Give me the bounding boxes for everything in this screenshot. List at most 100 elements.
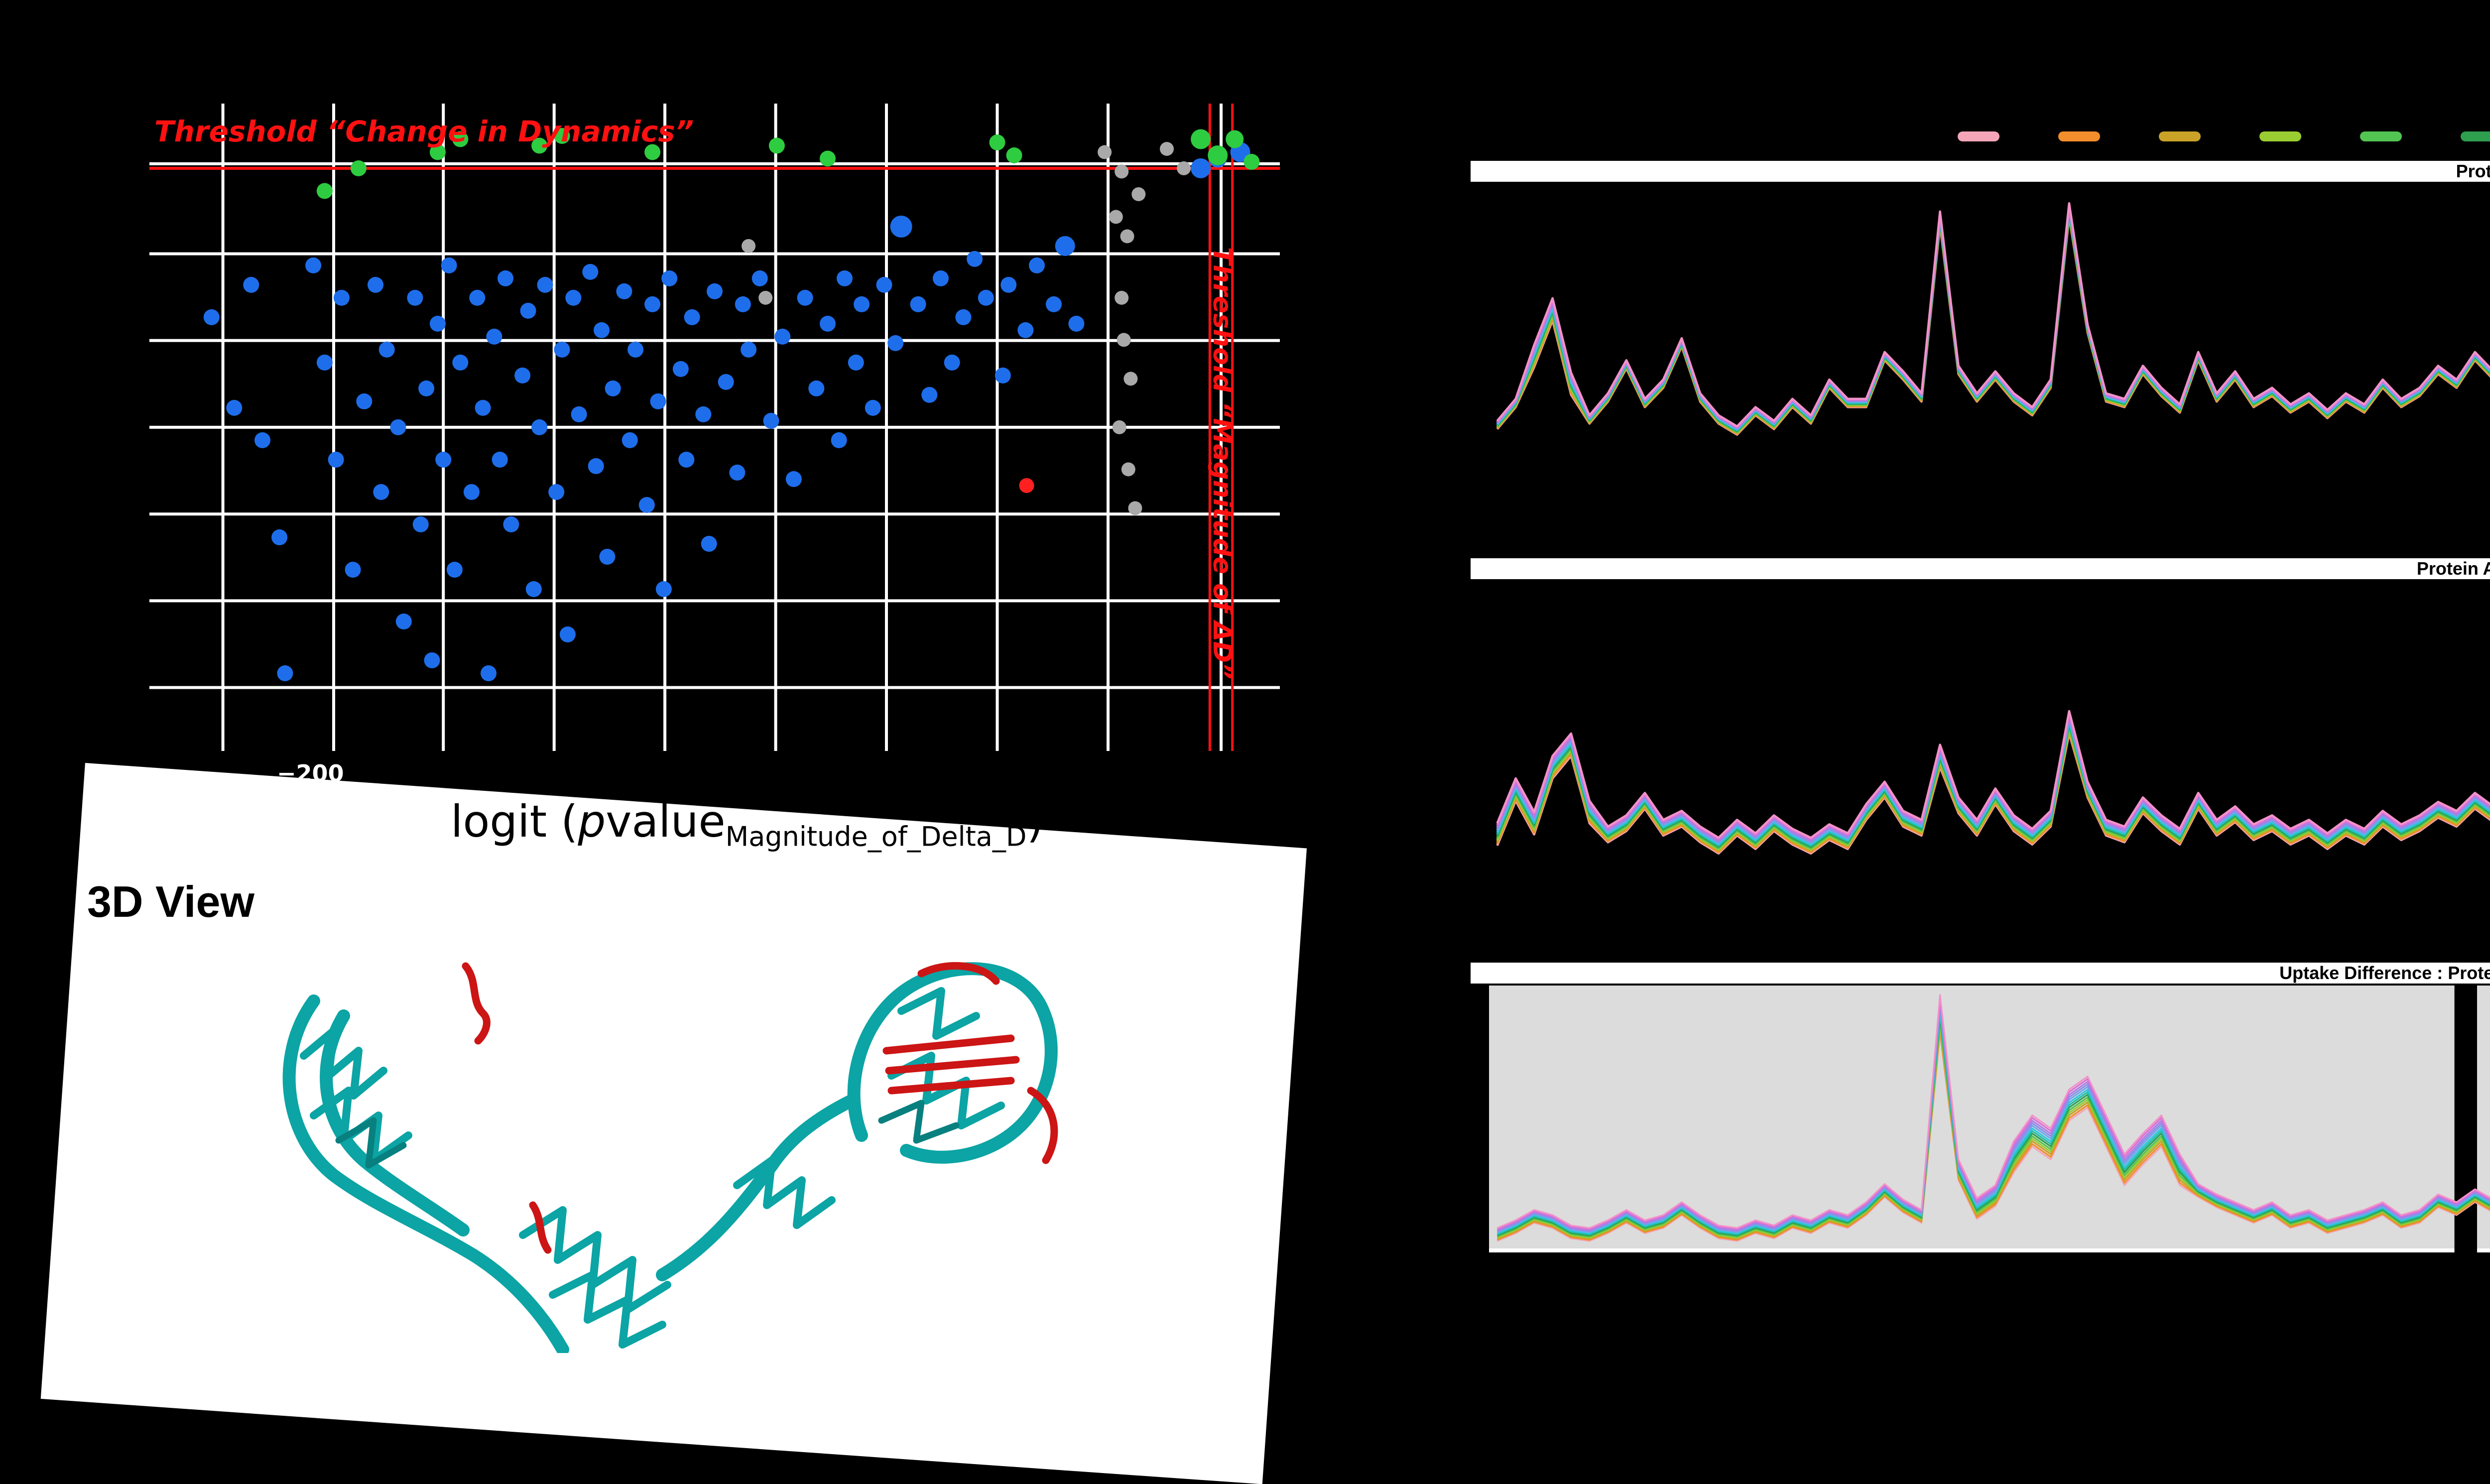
volcano-point-gray[interactable]: [1109, 210, 1123, 224]
volcano-point-blue[interactable]: [837, 270, 853, 286]
volcano-point-gray[interactable]: [1160, 142, 1174, 156]
legend-timepoint-dash[interactable]: [2259, 131, 2301, 141]
volcano-point-blue[interactable]: [752, 270, 768, 286]
volcano-point-blue[interactable]: [413, 516, 429, 532]
volcano-point-gray[interactable]: [1117, 333, 1131, 347]
volcano-point-blue[interactable]: [492, 452, 508, 468]
volcano-point-blue[interactable]: [616, 283, 632, 299]
volcano-point-gray[interactable]: [1098, 145, 1112, 159]
volcano-point-blue[interactable]: [469, 290, 485, 306]
volcano-point-gray[interactable]: [1113, 420, 1126, 434]
volcano-point-blue[interactable]: [820, 316, 836, 332]
uptake-difference-chart[interactable]: [1471, 984, 2490, 1262]
volcano-point-blue[interactable]: [582, 264, 598, 280]
volcano-point-blue[interactable]: [407, 290, 423, 306]
volcano-point-green[interactable]: [1226, 130, 1244, 148]
volcano-point-blue[interactable]: [373, 484, 389, 500]
volcano-point-red[interactable]: [1019, 478, 1034, 493]
volcano-point-blue[interactable]: [854, 296, 870, 312]
uptake-trace[interactable]: [1497, 204, 2490, 427]
volcano-point-blue[interactable]: [243, 277, 259, 293]
volcano-point-blue[interactable]: [475, 400, 491, 416]
volcano-point-blue[interactable]: [639, 497, 655, 513]
volcano-point-gray[interactable]: [1115, 165, 1128, 179]
volcano-point-blue[interactable]: [673, 361, 689, 377]
volcano-point-blue[interactable]: [503, 516, 519, 532]
volcano-point-blue[interactable]: [701, 536, 717, 552]
volcano-point-gray[interactable]: [1123, 372, 1137, 386]
volcano-point-blue[interactable]: [424, 652, 440, 668]
volcano-point-blue[interactable]: [887, 335, 903, 351]
uptake-trace[interactable]: [1497, 655, 2490, 845]
volcano-point-green[interactable]: [769, 138, 785, 154]
volcano-point-blue[interactable]: [441, 257, 457, 273]
volcano-point-blue[interactable]: [277, 665, 293, 681]
legend-timepoint-dash[interactable]: [2461, 131, 2490, 141]
volcano-point-blue[interactable]: [650, 393, 666, 409]
volcano-point-gray[interactable]: [1121, 463, 1135, 477]
uptake-trace[interactable]: [1497, 217, 2490, 472]
volcano-point-blue[interactable]: [486, 329, 502, 345]
volcano-point-blue[interactable]: [1017, 322, 1033, 338]
volcano-point-blue[interactable]: [305, 257, 321, 273]
volcano-point-blue[interactable]: [661, 270, 677, 286]
volcano-point-blue[interactable]: [735, 296, 751, 312]
protein-ribbon-viewer[interactable]: [214, 926, 1150, 1353]
volcano-point-blue[interactable]: [565, 290, 581, 306]
volcano-point-blue[interactable]: [1046, 296, 1062, 312]
volcano-point-blue[interactable]: [995, 368, 1011, 383]
volcano-point-blue[interactable]: [345, 562, 361, 578]
volcano-point-blue[interactable]: [396, 614, 412, 629]
legend-timepoint-dash[interactable]: [2058, 131, 2100, 141]
volcano-point-blue[interactable]: [514, 368, 530, 383]
volcano-point-blue[interactable]: [605, 380, 621, 396]
volcano-point-blue[interactable]: [890, 216, 912, 238]
volcano-point-blue[interactable]: [226, 400, 242, 416]
volcano-point-blue[interactable]: [910, 296, 926, 312]
volcano-point-blue[interactable]: [933, 270, 949, 286]
volcano-point-blue[interactable]: [656, 581, 672, 597]
volcano-point-blue[interactable]: [729, 465, 745, 481]
volcano-point-blue[interactable]: [707, 283, 723, 299]
uptake-trace[interactable]: [1497, 203, 2490, 426]
volcano-point-blue[interactable]: [498, 270, 513, 286]
volcano-point-blue[interactable]: [435, 452, 451, 468]
legend-timepoint-dash[interactable]: [2360, 131, 2402, 141]
volcano-point-blue[interactable]: [526, 581, 542, 597]
uptake-chart-protein-a-ligand[interactable]: [1471, 579, 2490, 950]
uptake-trace[interactable]: [1497, 206, 2490, 428]
volcano-point-blue[interactable]: [848, 355, 864, 371]
volcano-point-blue[interactable]: [599, 549, 615, 565]
legend-timepoint-dash[interactable]: [2159, 131, 2201, 141]
volcano-point-green[interactable]: [351, 160, 367, 176]
volcano-point-blue[interactable]: [921, 387, 937, 403]
volcano-point-blue[interactable]: [1191, 158, 1211, 178]
volcano-point-blue[interactable]: [1000, 277, 1016, 293]
volcano-point-blue[interactable]: [786, 471, 802, 487]
volcano-point-blue[interactable]: [520, 303, 536, 319]
volcano-point-blue[interactable]: [464, 484, 480, 500]
volcano-point-blue[interactable]: [317, 355, 333, 371]
volcano-point-blue[interactable]: [774, 329, 790, 345]
volcano-point-green[interactable]: [1191, 129, 1211, 149]
volcano-point-gray[interactable]: [1177, 161, 1191, 175]
volcano-point-blue[interactable]: [1029, 257, 1045, 273]
volcano-plot[interactable]: [149, 104, 1280, 751]
volcano-point-blue[interactable]: [390, 419, 406, 435]
volcano-point-blue[interactable]: [741, 342, 756, 358]
volcano-point-green[interactable]: [1006, 147, 1022, 163]
volcano-point-gray[interactable]: [742, 239, 755, 253]
volcano-point-blue[interactable]: [797, 290, 813, 306]
volcano-point-blue[interactable]: [379, 342, 395, 358]
uptake-trace[interactable]: [1497, 214, 2490, 448]
volcano-point-gray[interactable]: [1131, 187, 1145, 201]
volcano-point-blue[interactable]: [368, 277, 383, 293]
volcano-point-blue[interactable]: [627, 342, 643, 358]
uptake-trace[interactable]: [1497, 660, 2490, 847]
legend-timepoint-dash[interactable]: [1958, 131, 1999, 141]
volcano-point-green[interactable]: [820, 151, 836, 167]
volcano-point-blue[interactable]: [571, 406, 587, 422]
volcano-point-blue[interactable]: [978, 290, 994, 306]
volcano-point-gray[interactable]: [1120, 230, 1134, 244]
volcano-point-blue[interactable]: [356, 393, 372, 409]
